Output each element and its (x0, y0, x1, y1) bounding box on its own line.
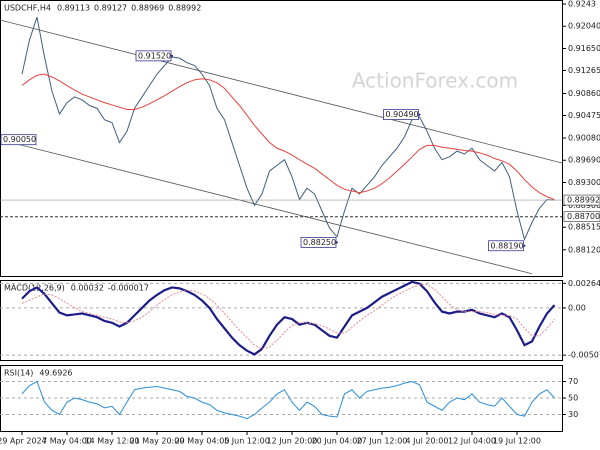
y-tick-label: 0.90860 (568, 89, 600, 98)
y-tick-label: 0.90475 (568, 111, 600, 120)
y-tick-label: 0.9243 (568, 0, 596, 8)
panel-reading: 0.88992 (168, 4, 201, 13)
series-line (21, 73, 555, 201)
y-tick-label: 50 (568, 394, 578, 403)
annotation-label: 0.90490 (386, 110, 419, 119)
annotation-box (383, 109, 419, 120)
x-tick-label: 19 Jul 12:00 (493, 437, 541, 446)
level-label: 0.88700 (567, 212, 600, 221)
x-tick-label: 12 Jul 04:00 (448, 437, 496, 446)
y-tick-label: 30 (568, 410, 578, 419)
x-tick-label: 4 Jul 20:00 (406, 437, 449, 446)
series-line (21, 284, 555, 350)
annotation-label: 0.90050 (3, 135, 36, 144)
y-tick-label: 0.91265 (568, 66, 600, 75)
y-tick-label: 0.00264 (568, 279, 600, 288)
annotation-point (418, 113, 421, 116)
watermark: ActionForex.com (352, 69, 518, 93)
annotation-point (336, 241, 338, 244)
annotation-box (0, 134, 37, 146)
y-tick-label: 70 (568, 377, 578, 386)
x-tick-label: 5 Jun 12:00 (224, 437, 270, 446)
panel-reading: 0.00032 (71, 284, 104, 293)
x-tick-label: 27 Jun 12:00 (357, 437, 408, 446)
y-tick-label: -0.005077 (568, 351, 600, 360)
annotation-point (523, 244, 526, 247)
x-tick-label: 7 May 04:00 (42, 437, 92, 446)
x-tick-label: 20 Jun 04:00 (312, 437, 363, 446)
channel-line (0, 19, 563, 164)
annotation-point (171, 54, 173, 57)
panel-reading: 0.88969 (131, 4, 164, 13)
level-box (563, 211, 600, 222)
channel-line (0, 139, 533, 275)
y-tick-label: 0.89300 (568, 178, 600, 187)
panel-title: USDCHF,H4 (4, 4, 51, 13)
panel-title: RSI(14) (4, 369, 33, 378)
y-tick-label: 0.90080 (568, 134, 600, 143)
y-tick-label: 0.00 (568, 303, 586, 312)
x-tick-label: 29 Apr 2024 (0, 437, 47, 446)
annotation-box (135, 50, 172, 62)
y-tick-label: 0.89690 (568, 156, 600, 165)
x-tick-label: 29 May 04:00 (175, 437, 230, 446)
price-box (563, 194, 600, 206)
annotation-box (300, 237, 337, 248)
annotation-label: 0.88190 (491, 241, 524, 250)
panel-reading: -0.000017 (108, 284, 149, 293)
x-tick-label: 14 May 12:00 (85, 437, 140, 446)
annotation-label: 0.91520 (138, 51, 171, 60)
panel-reading: 0.89127 (94, 4, 127, 13)
y-tick-label: 0.88515 (568, 223, 600, 232)
x-tick-label: 12 Jun 20:00 (267, 437, 318, 446)
price-label: 0.88992 (567, 196, 600, 205)
annotation-label: 0.88250 (303, 238, 336, 247)
series-line (21, 16, 555, 242)
x-tick-label: 21 May 20:00 (130, 437, 185, 446)
series-line (21, 380, 555, 420)
panel-reading: 49.6926 (39, 369, 72, 378)
annotation-box (488, 240, 524, 252)
panel-reading: 0.89113 (57, 4, 90, 13)
panel-frame (0, 280, 563, 361)
y-tick-label: 0.92040 (568, 22, 600, 31)
y-tick-label: 0.91650 (568, 44, 600, 53)
y-tick-label: 0.88120 (568, 245, 600, 254)
